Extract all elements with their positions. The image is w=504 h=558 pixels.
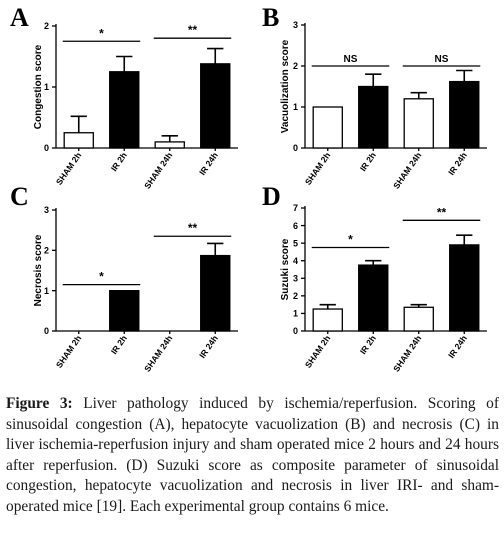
x-category-label: SHAM 24h xyxy=(142,333,174,373)
x-category-label: SHAM 2h xyxy=(303,150,333,186)
y-tick-label: 3 xyxy=(44,205,49,215)
significance-label: * xyxy=(99,270,104,284)
y-tick-label: 1 xyxy=(44,286,49,296)
bar-4 xyxy=(449,80,480,149)
y-tick-label: 5 xyxy=(293,238,298,248)
y-tick-label: 2 xyxy=(293,291,298,301)
bar-1 xyxy=(63,132,94,149)
significance-label: * xyxy=(99,26,104,40)
caption-text: Liver pathology induced by ischemia/repe… xyxy=(6,395,499,515)
y-axis-label: Congestion score xyxy=(33,44,44,129)
y-tick-label: 2 xyxy=(44,21,49,31)
panel-letter: D xyxy=(262,182,281,211)
bar-2 xyxy=(109,71,140,149)
bar-2 xyxy=(358,264,389,332)
y-axis-label: Necrosis score xyxy=(33,234,44,306)
significance-label: NS xyxy=(435,54,449,65)
y-axis-label: Suzuki score xyxy=(280,238,291,300)
y-tick-label: 2 xyxy=(293,61,298,71)
figure-panels: A Congestion score 0 1 2 SHAM 2h IR 2h SHAM 24h… xyxy=(10,3,487,374)
y-tick-label: 7 xyxy=(293,203,298,213)
y-axis-label: Vacuolization score xyxy=(280,39,291,133)
y-tick-label: 1 xyxy=(44,82,49,92)
y-tick-label: 0 xyxy=(293,143,298,153)
y-tick-label: 2 xyxy=(44,246,49,256)
y-tick-label: 4 xyxy=(293,256,298,266)
x-category-label: IR 2h xyxy=(109,150,129,173)
bar-3 xyxy=(154,141,185,149)
bar-2 xyxy=(109,290,140,332)
x-category-label: IR 2h xyxy=(358,150,378,173)
x-category-label: SHAM 24h xyxy=(391,333,423,373)
significance-label: NS xyxy=(344,54,358,65)
x-category-label: SHAM 24h xyxy=(142,150,174,190)
x-category-label: IR 2h xyxy=(358,333,378,356)
panel-c: C Necrosis score 0 1 2 3 SHAM 2h IR 2h SHAM 24h I… xyxy=(10,182,238,374)
x-category-label: SHAM 24h xyxy=(391,150,423,190)
panel-letter: A xyxy=(10,3,29,32)
bar-4 xyxy=(449,244,480,332)
x-category-label: SHAM 2h xyxy=(54,333,84,369)
bar-1 xyxy=(312,308,343,332)
y-tick-label: 0 xyxy=(44,143,49,153)
y-tick-label: 0 xyxy=(293,326,298,336)
figure-caption: Figure 3: Liver pathology induced by isc… xyxy=(6,394,499,517)
panel-letter: C xyxy=(10,182,29,211)
panel-d: D Suzuki score 0 1 2 3 4 5 6 7 SHAM 2h IR 2h SHAM 24… xyxy=(262,182,487,374)
x-category-label: IR 2h xyxy=(109,333,129,356)
caption-label: Figure 3: xyxy=(6,395,73,412)
panel-a: A Congestion score 0 1 2 SHAM 2h IR 2h SHAM 24h… xyxy=(10,3,238,191)
panel-letter: B xyxy=(262,3,279,32)
bar-3 xyxy=(403,306,434,332)
y-tick-label: 6 xyxy=(293,221,298,231)
x-category-label: SHAM 2h xyxy=(303,333,333,369)
x-category-label: SHAM 2h xyxy=(54,150,84,186)
y-tick-label: 1 xyxy=(293,102,298,112)
bar-4 xyxy=(200,63,231,149)
bar-1 xyxy=(312,106,343,149)
significance-label: ** xyxy=(437,205,447,219)
bar-2 xyxy=(358,85,389,149)
y-tick-label: 3 xyxy=(293,273,298,283)
x-category-label: IR 24h xyxy=(197,333,220,360)
significance-label: ** xyxy=(188,221,198,235)
bar-3 xyxy=(403,98,434,149)
y-tick-label: 0 xyxy=(44,326,49,336)
x-category-label: IR 24h xyxy=(197,150,220,177)
y-tick-label: 3 xyxy=(293,20,298,30)
bar-charts-svg: A Congestion score 0 1 2 SHAM 2h IR 2h SHAM 24h… xyxy=(10,3,487,374)
y-tick-label: 1 xyxy=(293,309,298,319)
significance-label: * xyxy=(348,233,353,247)
x-category-label: IR 24h xyxy=(446,150,469,177)
bar-4 xyxy=(200,254,231,332)
significance-label: ** xyxy=(188,23,198,37)
x-category-label: IR 24h xyxy=(446,333,469,360)
